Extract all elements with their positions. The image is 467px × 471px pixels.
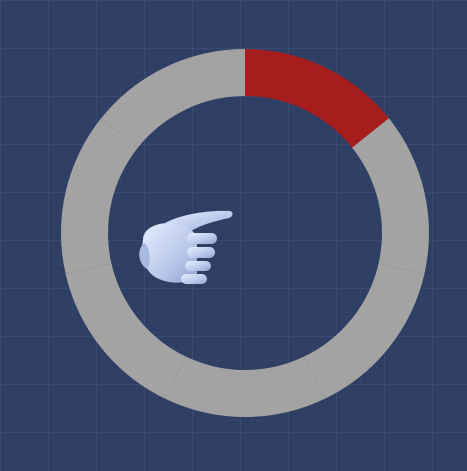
- radial-segment[interactable]: [352, 118, 429, 274]
- radial-segment[interactable]: [165, 356, 325, 417]
- radial-segment[interactable]: [101, 49, 245, 148]
- radial-segment[interactable]: [65, 263, 186, 399]
- hand-pointer-icon: [139, 210, 233, 284]
- radial-segment[interactable]: [304, 263, 425, 399]
- radial-segment-selected[interactable]: [245, 49, 389, 148]
- radial-segment[interactable]: [61, 118, 138, 274]
